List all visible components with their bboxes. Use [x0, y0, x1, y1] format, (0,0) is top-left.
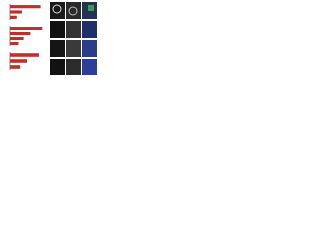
- micrograph: [66, 40, 81, 57]
- micrograph: [50, 40, 65, 57]
- bar: [10, 65, 21, 69]
- micrograph: [50, 21, 65, 38]
- micrograph: [66, 2, 81, 19]
- bar: [10, 27, 43, 30]
- bar: [10, 59, 27, 63]
- bar: [10, 5, 41, 9]
- bar: [10, 15, 17, 19]
- micrograph: [82, 59, 97, 75]
- micrograph: [50, 59, 65, 75]
- green-signal: [88, 5, 94, 11]
- micrograph: [66, 21, 81, 38]
- micrograph: [66, 59, 81, 75]
- micrograph: [82, 21, 97, 38]
- figure: [0, 0, 100, 76]
- cell-outline: [52, 4, 62, 14]
- bar: [10, 37, 24, 40]
- bar: [10, 10, 22, 14]
- bar: [10, 53, 39, 57]
- micrographs: [50, 2, 97, 75]
- micrograph: [82, 40, 97, 57]
- cell-outline: [68, 6, 78, 16]
- bar: [10, 32, 31, 35]
- bar: [10, 42, 19, 45]
